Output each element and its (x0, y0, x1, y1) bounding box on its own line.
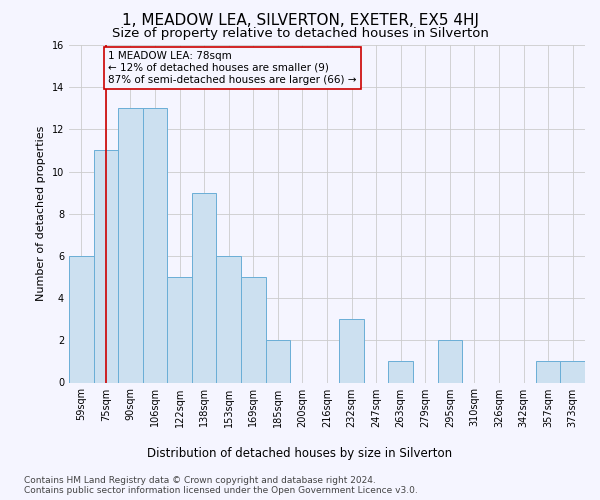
Y-axis label: Number of detached properties: Number of detached properties (36, 126, 46, 302)
Bar (192, 192, 217, 382)
Bar (388, 362, 413, 382)
Bar (437, 340, 462, 382)
Bar (69, 256, 94, 382)
Text: Contains HM Land Registry data © Crown copyright and database right 2024.
Contai: Contains HM Land Registry data © Crown c… (24, 476, 418, 495)
Text: 1 MEADOW LEA: 78sqm
← 12% of detached houses are smaller (9)
87% of semi-detache: 1 MEADOW LEA: 78sqm ← 12% of detached ho… (109, 52, 357, 84)
Bar (118, 108, 143, 382)
Bar (241, 277, 266, 382)
Bar (560, 362, 585, 382)
Bar (266, 340, 290, 382)
Text: Distribution of detached houses by size in Silverton: Distribution of detached houses by size … (148, 448, 452, 460)
Bar (536, 362, 560, 382)
Text: Size of property relative to detached houses in Silverton: Size of property relative to detached ho… (112, 28, 488, 40)
Bar (167, 277, 192, 382)
Bar (217, 256, 241, 382)
Bar (143, 108, 167, 382)
Bar (339, 319, 364, 382)
Text: 1, MEADOW LEA, SILVERTON, EXETER, EX5 4HJ: 1, MEADOW LEA, SILVERTON, EXETER, EX5 4H… (121, 12, 479, 28)
Bar (94, 150, 118, 382)
